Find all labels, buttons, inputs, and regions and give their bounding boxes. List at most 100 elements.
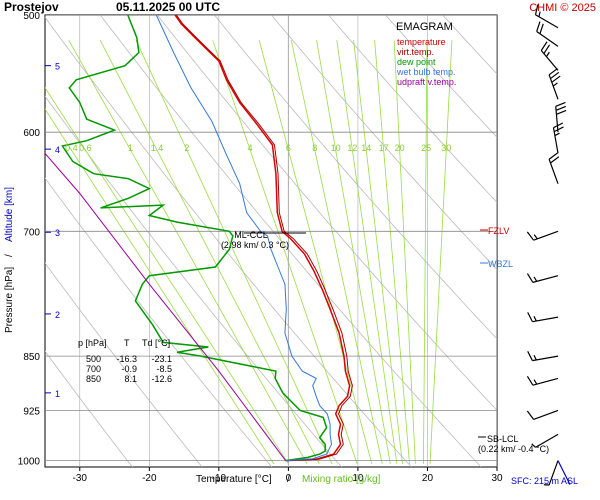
- table-cell: -23.1: [151, 354, 172, 364]
- wind-barb-flag: [533, 316, 537, 322]
- table-header-td: Td [°C]: [142, 338, 170, 348]
- x-axis-label-separator: /: [287, 474, 290, 485]
- wind-barb-flag: [555, 101, 566, 107]
- wbzl-marker: WBZL: [480, 259, 513, 269]
- altitude-tick-label: 3: [55, 228, 60, 238]
- copyright: CHMI © 2025: [529, 2, 596, 14]
- wind-barb-flag: [538, 11, 541, 17]
- wind-barb-staff: [535, 14, 559, 29]
- altitude-tick-label: 2: [55, 310, 60, 320]
- dry-adiabat: [385, 15, 497, 138]
- wind-barb-flag: [550, 71, 560, 80]
- background-grid: [45, 15, 600, 467]
- mixing-ratio-line: [212, 40, 358, 464]
- wind-barb-staff: [536, 30, 559, 47]
- altitude-tick-label: 4: [55, 145, 60, 155]
- wind-barb-flag: [548, 68, 558, 76]
- table-cell: -8.5: [156, 364, 172, 374]
- y-axis-label-separator: /: [4, 254, 15, 257]
- mixing-ratio-label: 20: [395, 143, 405, 153]
- sounding-datetime: 05.11.2025 00 UTC: [116, 0, 220, 14]
- legend: EMAGRAM temperature virt.temp. dew point…: [396, 21, 456, 87]
- temperature-tick-label: -30: [73, 473, 88, 484]
- mixing-ratio-line: [290, 40, 383, 464]
- dry-adiabat: [45, 350, 133, 467]
- mixing-ratio-line: [135, 40, 333, 464]
- pressure-tick-label: 1000: [18, 457, 41, 468]
- wind-barb-flag: [554, 132, 560, 137]
- wind-barb-flag: [548, 152, 558, 160]
- sfc-elevation: SFC: 215 m ASL: [511, 476, 578, 486]
- wind-barb-staff: [555, 106, 559, 133]
- temperature-tick-label: -10: [212, 473, 227, 484]
- ml-ccl-label: ML-CCL: [234, 230, 268, 240]
- mixing-ratio-line: [68, 40, 308, 465]
- table-header-p: p [hPa]: [78, 338, 107, 348]
- wind-barb-flag: [526, 410, 535, 420]
- wind-barb-flag: [550, 156, 560, 164]
- mixing-ratio-line: [316, 40, 391, 464]
- mixing-ratio-label: 1.4: [151, 143, 164, 153]
- table-cell: 850: [86, 374, 101, 384]
- mixing-ratio-label: 10: [331, 143, 341, 153]
- wind-barb-flag: [533, 234, 538, 240]
- pressure-tick-label: 850: [23, 352, 40, 363]
- legend-title: EMAGRAM: [396, 21, 453, 33]
- wind-barb-flag: [533, 379, 538, 385]
- temperature-tick-label: 0: [286, 473, 292, 484]
- wind-barb-flag: [553, 122, 564, 129]
- wind-barb-staff: [540, 50, 559, 71]
- pressure-tick-label: 925: [23, 406, 40, 417]
- temperature-tick-label: 30: [491, 473, 503, 484]
- table-header-t: T: [124, 338, 130, 348]
- wind-barb-flag: [536, 21, 541, 32]
- mixing-ratio-line: [423, 40, 428, 464]
- wind-barb-flag: [534, 4, 539, 15]
- table-cell: -12.6: [151, 374, 172, 384]
- dry-adiabat: [500, 15, 600, 467]
- legend-updraft: udpraft v.temp.: [397, 77, 456, 87]
- pressure-tick-label: 600: [23, 128, 40, 139]
- table-cell: -16.3: [116, 354, 137, 364]
- surface-wind-barb: [557, 460, 571, 485]
- mixing-ratio-line: [45, 87, 289, 465]
- wind-barb-flag: [556, 109, 567, 115]
- mixing-ratio-label: 8: [312, 143, 317, 153]
- pressure-tick-label: 700: [23, 227, 40, 238]
- wind-barb-flag: [552, 82, 558, 87]
- mixing-ratio-label: 12: [347, 143, 357, 153]
- wind-barb-flag: [540, 41, 548, 51]
- series-line-temperature: [174, 15, 351, 462]
- axes: 0.4 0.6 1 1.4 2 4 6 8 10 12 14 17 20 25 30500600700850…: [18, 11, 503, 484]
- temperature-tick-label: 20: [422, 473, 434, 484]
- mixing-ratio-line: [99, 40, 320, 464]
- legend-temperature: temperature: [397, 37, 446, 47]
- mixing-ratio-line: [429, 40, 453, 464]
- wind-barb-staff: [533, 230, 559, 241]
- dry-adiabat: [328, 15, 497, 204]
- dry-adiabat: [45, 262, 203, 467]
- wind-barb-staff: [532, 275, 559, 283]
- wind-barb-flag: [545, 51, 550, 57]
- mixing-ratio-line: [374, 40, 410, 464]
- series-line-wet-bulb-temp: [155, 15, 333, 462]
- table-cell: 8.1: [124, 374, 137, 384]
- sb-lcl-value: (0.22 km/ -0.4 °C): [478, 444, 549, 454]
- mixing-ratio-line: [353, 40, 403, 464]
- wind-barb-flag: [553, 126, 564, 133]
- wind-barb-flag: [527, 351, 533, 361]
- y-axis-label-altitude: Altitude [km]: [4, 187, 15, 242]
- dry-adiabat: [442, 15, 497, 75]
- mixing-ratio-line: [258, 40, 373, 464]
- wind-barb-staff: [535, 433, 559, 448]
- mixing-ratio-line: [336, 40, 398, 464]
- wind-barb-staff: [548, 460, 559, 486]
- temperature-tick-label: 10: [352, 473, 364, 484]
- mixing-ratio-label: 4: [248, 143, 253, 153]
- mixing-ratio-label: 1: [128, 143, 133, 153]
- wind-barb-flag: [526, 273, 534, 283]
- wind-barb-flag: [539, 23, 544, 34]
- fzlv-label: FZLV: [488, 226, 509, 236]
- wind-barb-flag: [555, 105, 567, 111]
- mixing-ratio-label: 30: [441, 143, 451, 153]
